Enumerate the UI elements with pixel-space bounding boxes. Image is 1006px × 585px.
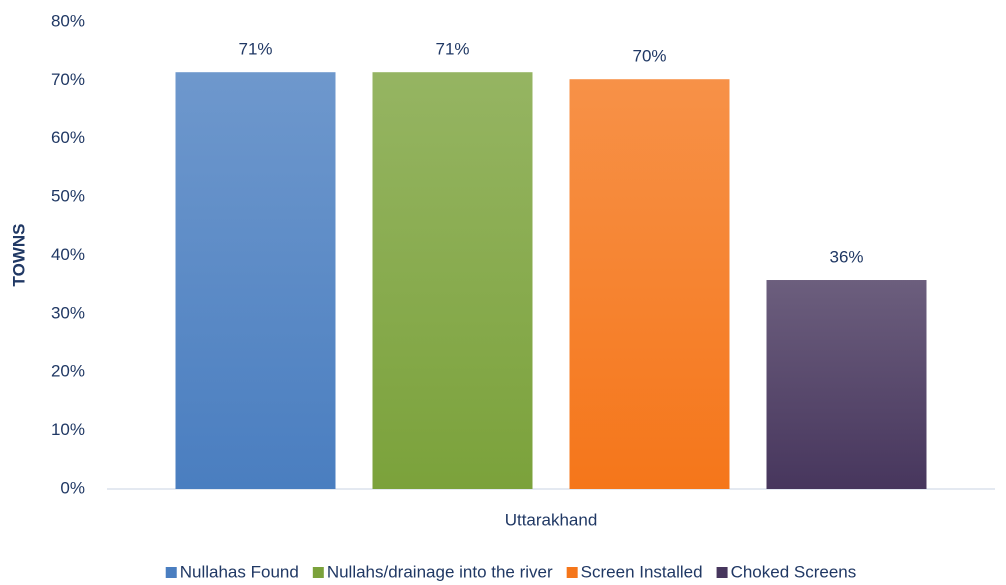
bar (766, 280, 927, 489)
bar (569, 79, 730, 490)
legend-label: Nullahas Found (180, 562, 299, 581)
y-tick-label: 60% (51, 128, 85, 147)
legend-label: Screen Installed (581, 562, 703, 581)
y-tick-label: 40% (51, 245, 85, 264)
legend-swatch (716, 567, 728, 578)
legend-swatch (312, 567, 324, 578)
data-label: 71% (238, 40, 272, 59)
data-label: 70% (632, 47, 666, 66)
legend-swatch (165, 567, 177, 578)
y-axis-title: TOWNS (9, 224, 28, 287)
bar (175, 72, 336, 489)
y-tick-label: 0% (60, 478, 85, 497)
y-tick-label: 20% (51, 362, 85, 381)
legend-swatch (566, 567, 578, 578)
data-label: 71% (435, 40, 469, 59)
data-label: 36% (829, 248, 863, 267)
bar (372, 72, 533, 489)
y-tick-label: 70% (51, 70, 85, 89)
x-tick-label: Uttarakhand (505, 510, 598, 529)
y-tick-label: 30% (51, 303, 85, 322)
y-tick-label: 50% (51, 187, 85, 206)
legend-label: Nullahs/drainage into the river (327, 562, 553, 581)
legend-label: Choked Screens (731, 562, 857, 581)
y-tick-label: 80% (51, 11, 85, 30)
y-tick-label: 10% (51, 420, 85, 439)
